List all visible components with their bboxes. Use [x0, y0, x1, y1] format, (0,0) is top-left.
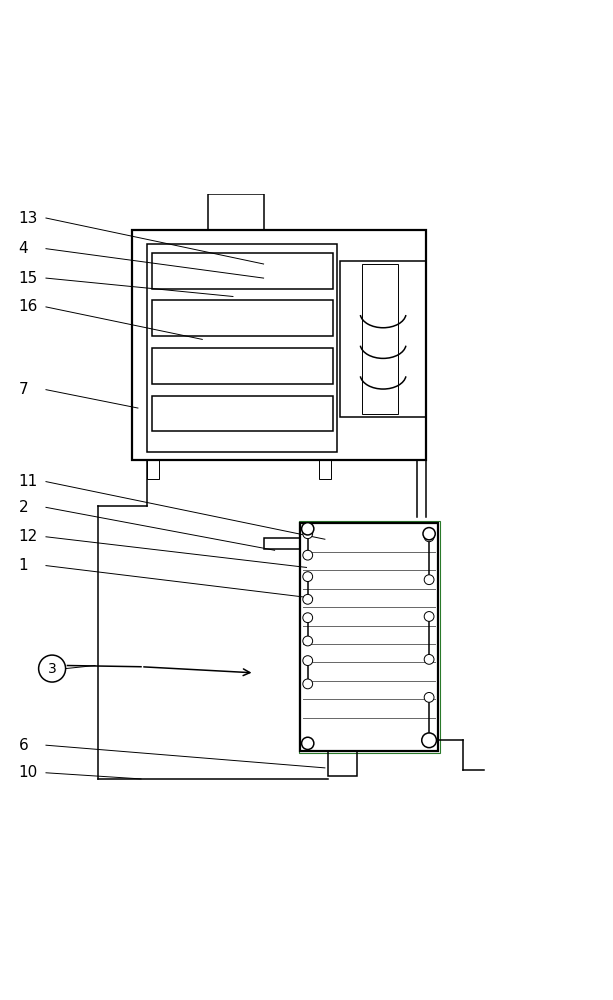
- Circle shape: [303, 613, 313, 623]
- Bar: [152, 300, 333, 336]
- Text: 10: 10: [18, 765, 37, 780]
- Text: 16: 16: [18, 299, 38, 314]
- Bar: [147, 460, 159, 479]
- Text: 3: 3: [48, 662, 56, 676]
- Circle shape: [422, 733, 436, 748]
- Text: 7: 7: [18, 382, 28, 397]
- Bar: [319, 460, 331, 479]
- Bar: [152, 348, 333, 384]
- Bar: [208, 194, 264, 230]
- Circle shape: [424, 735, 434, 745]
- Text: 15: 15: [18, 271, 37, 286]
- Bar: [299, 521, 440, 753]
- Circle shape: [303, 550, 313, 560]
- Bar: [328, 751, 357, 776]
- Circle shape: [303, 636, 313, 646]
- Circle shape: [39, 655, 66, 682]
- Circle shape: [303, 594, 313, 604]
- Bar: [152, 396, 333, 431]
- Circle shape: [424, 612, 434, 621]
- Circle shape: [303, 679, 313, 689]
- Circle shape: [423, 528, 435, 540]
- Text: 4: 4: [18, 241, 28, 256]
- Circle shape: [302, 737, 314, 749]
- Bar: [340, 261, 426, 417]
- Bar: [362, 264, 398, 414]
- Text: 2: 2: [18, 500, 28, 515]
- Circle shape: [302, 523, 314, 535]
- Circle shape: [424, 692, 434, 702]
- Circle shape: [424, 654, 434, 664]
- Bar: [132, 230, 426, 460]
- Bar: [300, 523, 438, 751]
- Bar: [152, 253, 333, 289]
- Bar: [147, 244, 337, 452]
- Text: 11: 11: [18, 474, 37, 489]
- Text: 13: 13: [18, 211, 38, 226]
- Text: 1: 1: [18, 558, 28, 573]
- Bar: [264, 538, 300, 549]
- Text: 6: 6: [18, 738, 28, 753]
- Circle shape: [303, 656, 313, 666]
- Circle shape: [303, 572, 313, 582]
- Circle shape: [424, 575, 434, 585]
- Circle shape: [303, 529, 313, 539]
- Circle shape: [424, 532, 434, 542]
- Text: 12: 12: [18, 529, 37, 544]
